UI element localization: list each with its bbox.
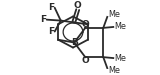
Text: O: O — [81, 20, 89, 29]
Text: B: B — [71, 38, 78, 47]
Text: Me: Me — [114, 54, 126, 63]
Text: F: F — [48, 27, 54, 36]
Text: F: F — [48, 3, 54, 12]
Text: O: O — [74, 1, 82, 10]
Text: Me: Me — [108, 10, 120, 19]
Text: F: F — [40, 15, 46, 24]
Text: Me: Me — [114, 22, 126, 32]
Text: Me: Me — [108, 66, 120, 75]
Text: O: O — [81, 56, 89, 65]
